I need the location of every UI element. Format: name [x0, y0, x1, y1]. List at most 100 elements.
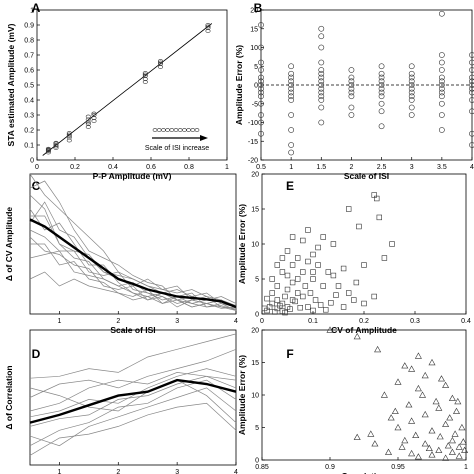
annotation-arrow-head	[200, 135, 208, 141]
data-point	[330, 241, 337, 247]
data-point	[258, 85, 264, 92]
data-point	[258, 22, 264, 28]
series-line	[29, 379, 237, 423]
data-point	[428, 427, 436, 434]
data-point	[91, 113, 97, 117]
series-line	[29, 333, 237, 379]
series-line	[29, 387, 237, 447]
x-tick-label: 0.5	[256, 164, 266, 171]
data-point	[353, 433, 361, 440]
data-point	[258, 74, 264, 81]
x-tick-label: 1.5	[316, 164, 326, 171]
annotation-text: Scale of ISI increase	[145, 145, 209, 152]
data-point	[438, 127, 445, 133]
data-point	[408, 78, 415, 85]
y-axis-label: Amplitude Error (%)	[234, 45, 244, 125]
data-point	[448, 448, 456, 455]
annotation-marker	[190, 128, 196, 132]
data-point	[348, 67, 355, 73]
y-tick-label: 0.8	[24, 38, 34, 45]
x-tick-label: 0	[35, 164, 39, 171]
data-point	[438, 112, 445, 118]
x-tick-label: 1	[57, 318, 61, 325]
data-point	[330, 272, 337, 279]
data-point	[258, 44, 264, 51]
data-point	[340, 304, 347, 310]
panel-b: 0.5 1 1.5 2 2.5 3 3.5 4 -20 -15 -10 -5 0 5 10 15 20 Scale…	[234, 1, 474, 181]
data-point	[378, 93, 385, 100]
data-point	[408, 93, 415, 100]
data-point	[85, 114, 91, 119]
y-axis-label: Amplitude Error (%)	[237, 204, 247, 284]
x-axis-label: Correlation	[341, 471, 386, 474]
y-tick-label: 1	[30, 8, 34, 15]
data-point	[318, 59, 325, 66]
data-point	[374, 345, 382, 353]
mean-series-line	[29, 218, 237, 309]
x-axis-label: P-P Amplitude (mV)	[93, 171, 172, 181]
y-tick-label: 0	[255, 458, 259, 465]
data-point	[294, 290, 301, 296]
data-point	[288, 149, 295, 156]
data-point	[258, 89, 264, 96]
data-point	[288, 70, 295, 77]
data-point	[317, 302, 324, 308]
data-point	[205, 24, 211, 29]
data-point	[378, 63, 385, 70]
data-point	[469, 52, 474, 58]
data-point	[288, 78, 295, 85]
series-line	[29, 379, 237, 447]
data-point	[398, 443, 406, 450]
data-point	[318, 67, 325, 73]
data-point	[438, 52, 445, 58]
panel-letter: C	[32, 179, 41, 193]
data-point	[394, 423, 402, 431]
data-point	[437, 375, 446, 382]
data-point	[391, 407, 399, 414]
data-point	[408, 365, 416, 372]
data-point	[469, 74, 474, 81]
data-point	[326, 326, 334, 333]
data-point	[435, 404, 443, 411]
x-tick-label: 0	[260, 318, 264, 325]
data-point	[294, 276, 301, 282]
data-point	[408, 74, 415, 81]
data-point	[288, 74, 295, 81]
data-point	[258, 112, 264, 118]
annotation-marker	[152, 128, 158, 132]
y-tick-label: -10	[248, 120, 258, 127]
data-point	[288, 142, 295, 148]
data-point	[282, 309, 288, 316]
data-point	[469, 85, 474, 92]
data-point	[348, 93, 355, 100]
annotation-marker	[156, 128, 162, 132]
mean-series-line	[29, 378, 237, 424]
data-point	[438, 100, 445, 107]
data-point	[289, 262, 296, 268]
data-point	[408, 417, 416, 424]
series-line	[29, 271, 237, 311]
series-line	[29, 375, 237, 427]
data-point	[310, 276, 316, 282]
data-point	[318, 44, 325, 51]
x-tick-label: 1	[225, 164, 229, 171]
data-point	[454, 397, 462, 405]
data-point	[323, 307, 329, 313]
data-point	[414, 453, 422, 460]
data-point	[435, 446, 443, 453]
data-point	[401, 362, 409, 369]
data-point	[158, 59, 164, 63]
data-point	[258, 93, 264, 100]
y-tick-label: 5	[255, 277, 259, 284]
data-point	[444, 442, 452, 449]
data-point	[469, 142, 474, 148]
x-tick-label: 3	[410, 164, 414, 171]
data-point	[287, 306, 293, 312]
data-point	[418, 391, 427, 398]
y-tick-label: 15	[251, 207, 259, 214]
data-point	[348, 74, 355, 81]
data-point	[408, 112, 415, 118]
x-tick-label: 0.8	[184, 164, 194, 171]
